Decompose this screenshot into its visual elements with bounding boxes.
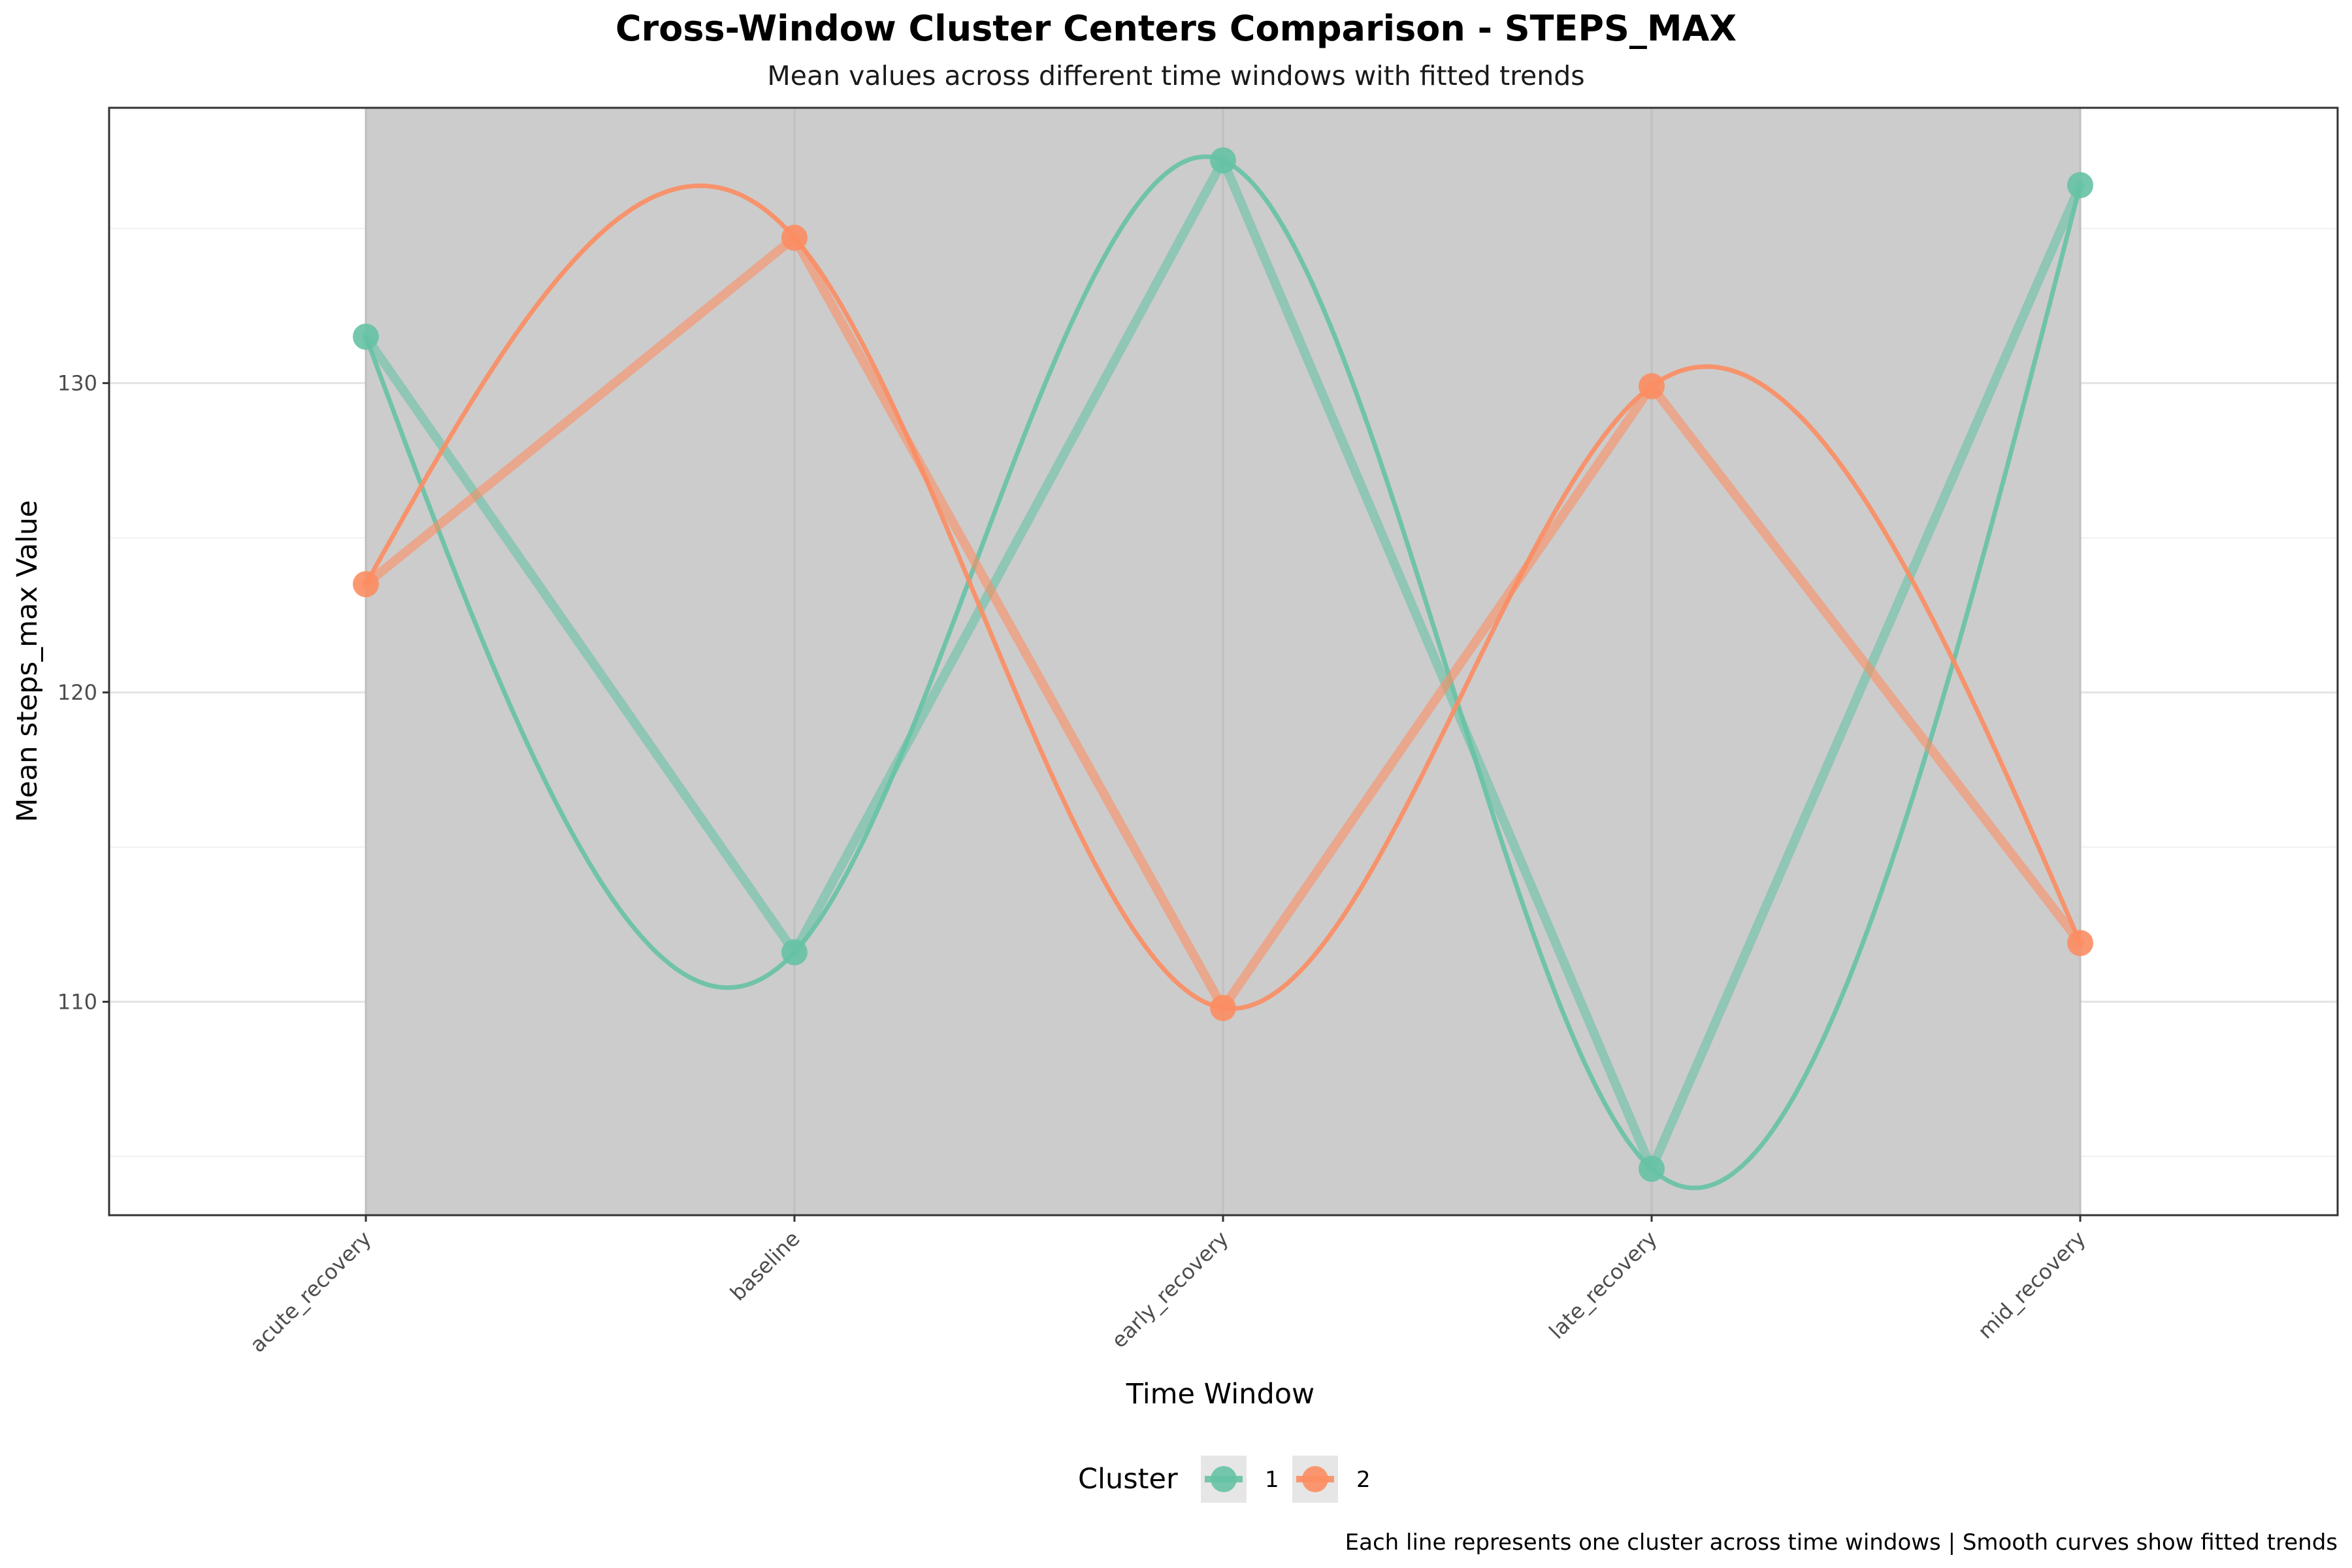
- legend-key-point-2: [1302, 1466, 1328, 1492]
- cluster-2-point: [1210, 994, 1236, 1021]
- plot-panel: 110 120 130 acute_recovery baseline early_rec…: [57, 106, 2339, 1358]
- x-tick-label: acute_recovery: [245, 1226, 376, 1358]
- cluster-2-point: [353, 571, 379, 598]
- legend-label-1: 1: [1265, 1467, 1279, 1493]
- cluster-1-point: [1210, 147, 1236, 174]
- y-tick-label: 130: [57, 370, 97, 395]
- legend-key-point-1: [1211, 1466, 1237, 1492]
- cluster-2-point: [781, 224, 808, 251]
- cluster-2-point: [1639, 373, 1665, 400]
- y-tick-label: 120: [57, 680, 97, 705]
- x-tick-label: mid_recovery: [1973, 1226, 2091, 1344]
- x-axis-title: Time Window: [1126, 1378, 1315, 1411]
- x-tick-label: baseline: [725, 1226, 805, 1306]
- x-tick-label: early_recovery: [1107, 1226, 1233, 1353]
- x-tick-label: late_recovery: [1544, 1226, 1662, 1344]
- y-axis-title: Mean steps_max Value: [11, 500, 44, 822]
- legend: Cluster 1 2: [1078, 1456, 1371, 1503]
- cluster-2-point: [2067, 930, 2093, 956]
- cluster-1-point: [1639, 1155, 1665, 1182]
- chart-subtitle: Mean values across different time window…: [767, 60, 1584, 91]
- chart-title: Cross-Window Cluster Centers Comparison …: [615, 8, 1737, 49]
- y-tick-label: 110: [57, 989, 97, 1014]
- chart-caption: Each line represents one cluster across …: [1345, 1529, 2338, 1556]
- cluster-1-point: [353, 323, 379, 350]
- cluster-1-point: [2067, 172, 2093, 199]
- cluster-1-point: [781, 939, 808, 966]
- legend-label-2: 2: [1356, 1467, 1371, 1493]
- legend-title: Cluster: [1078, 1463, 1178, 1495]
